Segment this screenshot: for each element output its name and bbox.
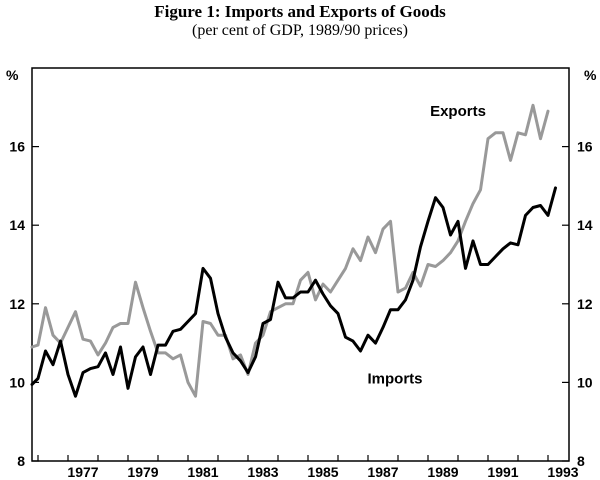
x-tick-label: 1979	[127, 464, 158, 480]
x-tick-label: 1977	[67, 464, 98, 480]
series-label-imports: Imports	[367, 370, 422, 387]
y-tick-label-left: 8	[17, 453, 25, 469]
chart-title: Figure 1: Imports and Exports of Goods	[154, 2, 446, 21]
x-tick-label: 1981	[187, 464, 218, 480]
y-axis-unit-right: %	[584, 67, 597, 83]
x-tick-label: 1993	[547, 464, 578, 480]
series-label-exports: Exports	[430, 103, 486, 120]
x-tick-label: 1987	[367, 464, 398, 480]
x-tick-label: 1991	[487, 464, 518, 480]
chart-subtitle: (per cent of GDP, 1989/90 prices)	[192, 22, 408, 39]
series-line-exports	[30, 103, 550, 398]
y-tick-label-right: 14	[577, 217, 593, 233]
x-tick-label: 1985	[307, 464, 338, 480]
x-tick-label: 1989	[427, 464, 458, 480]
y-tick-label-left: 10	[9, 374, 25, 390]
y-tick-label-right: 16	[577, 139, 593, 155]
plot-frame	[31, 67, 570, 462]
y-tick-label-left: 16	[9, 139, 25, 155]
y-axis-unit-left: %	[6, 67, 19, 83]
series-line-imports	[30, 186, 557, 398]
y-tick-label-left: 12	[9, 296, 25, 312]
y-tick-label-right: 10	[577, 374, 593, 390]
y-tick-label-right: 8	[577, 453, 585, 469]
x-tick-label: 1983	[247, 464, 278, 480]
y-tick-label-left: 14	[9, 217, 25, 233]
y-tick-label-right: 12	[577, 296, 593, 312]
